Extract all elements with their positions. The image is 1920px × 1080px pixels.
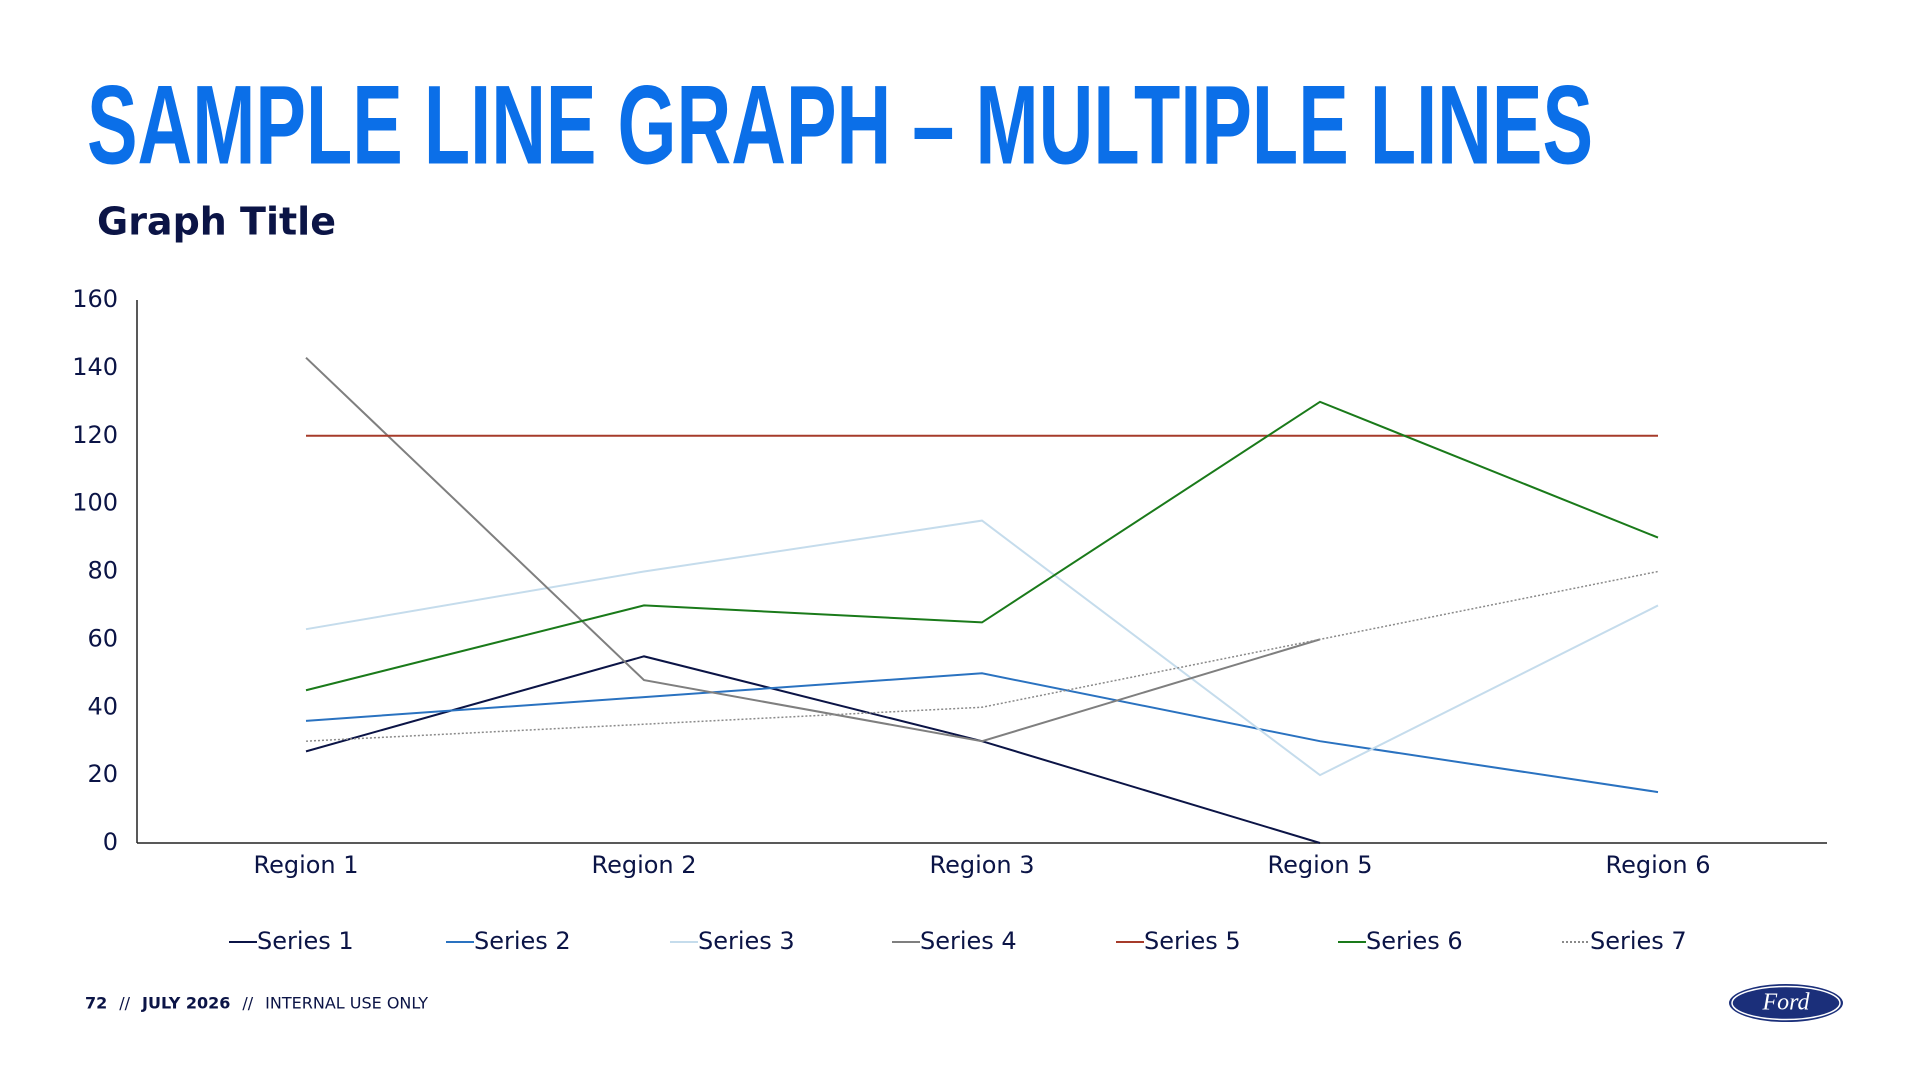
y-tick-label: 80 (87, 557, 118, 585)
logo-ring (1731, 985, 1841, 1021)
legend-label: Series 6 (1366, 927, 1463, 955)
series-line (305, 655, 1321, 844)
y-tick-label: 100 (72, 489, 118, 517)
footer-text: INTERNAL USE ONLY (265, 994, 428, 1013)
x-tick-label: Region 1 (253, 851, 358, 879)
slide-title: SAMPLE LINE GRAPH – MULTIPLE LINES (87, 63, 1593, 188)
y-tick-label: 40 (87, 692, 118, 720)
y-tick-label: 0 (103, 828, 118, 856)
footer-text: // (119, 994, 130, 1013)
series-line (305, 356, 1321, 743)
footer: 72 // JULY 2026 // INTERNAL USE ONLY (85, 994, 428, 1013)
legend-label: Series 1 (257, 927, 354, 955)
y-tick-label: 120 (72, 421, 118, 449)
logo (1727, 982, 1845, 1024)
footer-text: JULY 2026 (141, 994, 230, 1013)
x-tick-label: Region 3 (929, 851, 1034, 879)
y-tick-label: 140 (72, 353, 118, 381)
y-tick-label: 60 (87, 624, 118, 652)
series-line (305, 672, 1659, 794)
series-line (305, 400, 1659, 692)
x-tick-label: Region 5 (1267, 851, 1372, 879)
legend-label: Series 7 (1590, 927, 1687, 955)
series-line (305, 519, 1659, 777)
series-line (305, 570, 1659, 742)
y-tick-label: 160 (72, 285, 118, 313)
legend-label: Series 4 (920, 927, 1017, 955)
legend-label: Series 5 (1144, 927, 1241, 955)
chart-title: Graph Title (97, 200, 336, 244)
x-tick-label: Region 2 (591, 851, 696, 879)
footer-text: 72 (85, 994, 107, 1013)
footer-text: // (242, 994, 253, 1013)
legend-label: Series 2 (474, 927, 571, 955)
legend-label: Series 3 (698, 927, 795, 955)
logo-text: Ford (1761, 990, 1810, 1016)
x-tick-label: Region 6 (1605, 851, 1710, 879)
y-tick-label: 20 (87, 760, 118, 788)
